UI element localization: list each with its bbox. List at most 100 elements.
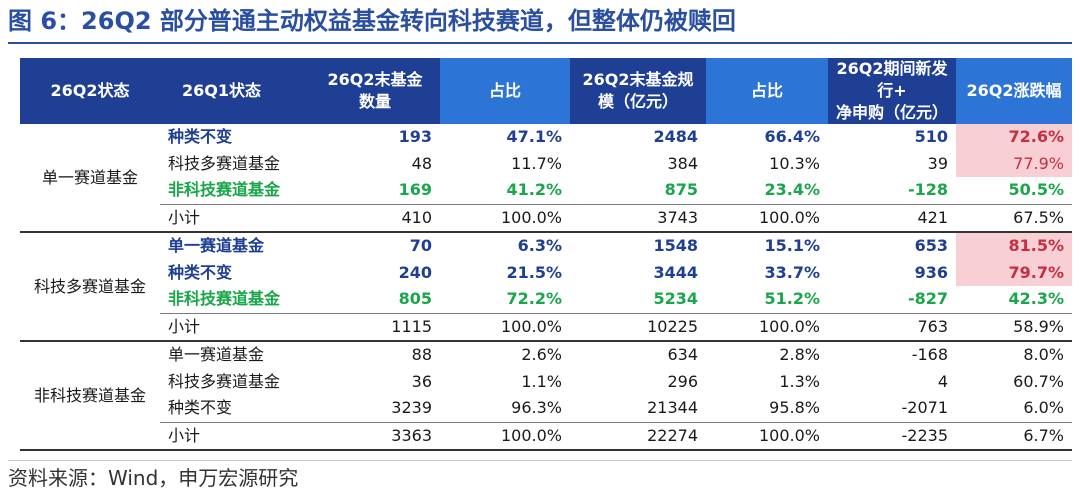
row-label: 种类不变 [168, 398, 233, 418]
fund-transition-table: 26Q2状态 26Q1状态 26Q2末基金 数量 占比 26Q2末基金规 模（亿… [20, 58, 1072, 451]
count-share-cell: 100.0% [440, 421, 570, 451]
fund-count-cell: 805 [398, 289, 432, 309]
header-fund-scale: 26Q2末基金规 模（亿元） [570, 58, 706, 124]
header-status-q1: 26Q1状态 [160, 58, 310, 124]
source-note: 资料来源：Wind，申万宏源研究 [8, 460, 1072, 495]
row-label: 种类不变 [168, 262, 233, 282]
count-share-cell: 21.5% [506, 262, 562, 282]
price-change-cell: 81.5% [956, 232, 1072, 260]
fund-count-cell: 48 [411, 153, 432, 173]
header-scale-share: 占比 [706, 58, 828, 124]
fund-count-cell: 410 [310, 203, 440, 233]
row-label: 非科技赛道基金 [168, 180, 281, 200]
fund-count-cell: 36 [411, 371, 432, 391]
count-share-cell: 96.3% [511, 398, 562, 418]
table-row: 非科技赛道基金 169 41.2% 875 23.4% -128 50.5% [20, 177, 1072, 204]
net-flow-cell: -2071 [901, 398, 949, 418]
fund-count-cell: 3239 [391, 398, 432, 418]
scale-share-cell: 23.4% [764, 180, 820, 200]
fund-count-cell: 1115 [310, 312, 440, 342]
count-share-cell: 72.2% [506, 289, 562, 309]
price-change-cell: 79.7% [956, 259, 1072, 286]
count-share-cell: 1.1% [521, 371, 562, 391]
header-fund-count: 26Q2末基金 数量 [310, 58, 440, 124]
scale-share-cell: 10.3% [769, 153, 820, 173]
scale-share-cell: 51.2% [764, 289, 820, 309]
net-flow-cell: -168 [911, 345, 948, 365]
scale-share-cell: 33.7% [764, 262, 820, 282]
table-row: 科技多赛道基金 48 11.7% 384 10.3% 39 77.9% [20, 150, 1072, 177]
subtotal-row: 小计 410 100.0% 3743 100.0% 421 67.5% [20, 203, 1072, 233]
header-net-flow-line2: 净申购（亿元） [835, 103, 948, 122]
scale-share-cell: 100.0% [706, 312, 828, 342]
row-label: 科技多赛道基金 [168, 153, 281, 173]
price-change-cell: 6.7% [956, 421, 1072, 451]
group-label: 非科技赛道基金 [20, 341, 160, 451]
subtotal-row: 小计 3363 100.0% 22274 100.0% -2235 6.7% [20, 421, 1072, 451]
table-row: 种类不变 240 21.5% 3444 33.7% 936 79.7% [20, 259, 1072, 286]
table-header-row: 26Q2状态 26Q1状态 26Q2末基金 数量 占比 26Q2末基金规 模（亿… [20, 58, 1072, 124]
fund-scale-cell: 384 [667, 153, 698, 173]
net-flow-cell: 4 [937, 371, 948, 391]
fund-scale-cell: 22274 [570, 421, 706, 451]
price-change-cell: 72.6% [956, 124, 1072, 151]
net-flow-cell: 510 [914, 127, 948, 147]
count-share-cell: 11.7% [511, 153, 562, 173]
count-share-cell: 100.0% [440, 312, 570, 342]
group-label: 科技多赛道基金 [20, 232, 160, 342]
fund-count-cell: 3363 [310, 421, 440, 451]
price-change-cell: 77.9% [956, 150, 1072, 177]
scale-share-cell: 1.3% [779, 371, 820, 391]
fund-scale-cell: 5234 [653, 289, 698, 309]
price-change-cell: 58.9% [956, 312, 1072, 342]
net-flow-cell: 421 [828, 203, 956, 233]
count-share-cell: 47.1% [506, 127, 562, 147]
header-net-flow: 26Q2期间新发行+ 净申购（亿元） [828, 58, 956, 124]
header-status-q2: 26Q2状态 [20, 58, 160, 124]
price-change-cell: 60.7% [1013, 371, 1064, 391]
table-row: 科技多赛道基金 单一赛道基金 70 6.3% 1548 15.1% 653 81.5% [20, 232, 1072, 342]
table-body: 单一赛道基金 种类不变 193 47.1% 2484 66.4% 510 72.6% 科技多赛道… [20, 124, 1072, 451]
count-share-cell: 41.2% [506, 180, 562, 200]
fund-count-cell: 88 [411, 345, 432, 365]
price-change-cell: 8.0% [1023, 345, 1064, 365]
net-flow-cell: -128 [907, 180, 948, 200]
table-row: 单一赛道基金 种类不变 193 47.1% 2484 66.4% 510 72.6% [20, 124, 1072, 233]
table-row: 科技多赛道基金 36 1.1% 296 1.3% 4 60.7% [20, 369, 1072, 396]
header-fund-scale-line1: 26Q2末基金规 [582, 70, 694, 89]
count-share-cell: 2.6% [521, 345, 562, 365]
fund-scale-cell: 21344 [647, 398, 698, 418]
fund-count-cell: 169 [398, 180, 432, 200]
row-label: 非科技赛道基金 [168, 289, 281, 309]
scale-share-cell: 95.8% [769, 398, 820, 418]
fund-scale-cell: 634 [667, 345, 698, 365]
fund-scale-cell: 3444 [653, 262, 698, 282]
header-price-change: 26Q2涨跌幅 [956, 58, 1072, 124]
row-label: 小计 [160, 421, 310, 451]
net-flow-cell: 936 [914, 262, 948, 282]
net-flow-cell: 39 [927, 153, 948, 173]
scale-share-cell: 66.4% [764, 127, 820, 147]
price-change-cell: 42.3% [1008, 289, 1064, 309]
scale-share-cell: 100.0% [706, 203, 828, 233]
header-fund-scale-line2: 模（亿元） [597, 92, 678, 111]
table-row: 种类不变 3239 96.3% 21344 95.8% -2071 6.0% [20, 395, 1072, 422]
price-change-cell: 67.5% [956, 203, 1072, 233]
table-row: 非科技赛道基金 单一赛道基金 88 2.6% 634 2.8% -168 8.0% [20, 341, 1072, 451]
header-count-share: 占比 [440, 58, 570, 124]
header-net-flow-line1: 26Q2期间新发行+ [836, 59, 948, 100]
group-label: 单一赛道基金 [20, 124, 160, 233]
header-fund-count-line1: 26Q2末基金 [327, 70, 423, 89]
subtotal-row: 小计 1115 100.0% 10225 100.0% 763 58.9% [20, 312, 1072, 342]
figure-title: 图 6：26Q2 部分普通主动权益基金转向科技赛道，但整体仍被赎回 [8, 7, 736, 35]
row-label: 单一赛道基金 [168, 236, 265, 256]
row-label: 小计 [160, 312, 310, 342]
table-row: 非科技赛道基金 805 72.2% 5234 51.2% -827 42.3% [20, 286, 1072, 313]
fund-count-cell: 240 [398, 262, 432, 282]
net-flow-cell: 653 [914, 236, 948, 256]
fund-count-cell: 193 [398, 127, 432, 147]
fund-scale-cell: 296 [667, 371, 698, 391]
fund-scale-cell: 3743 [570, 203, 706, 233]
net-flow-cell: -2235 [828, 421, 956, 451]
row-label: 小计 [160, 203, 310, 233]
